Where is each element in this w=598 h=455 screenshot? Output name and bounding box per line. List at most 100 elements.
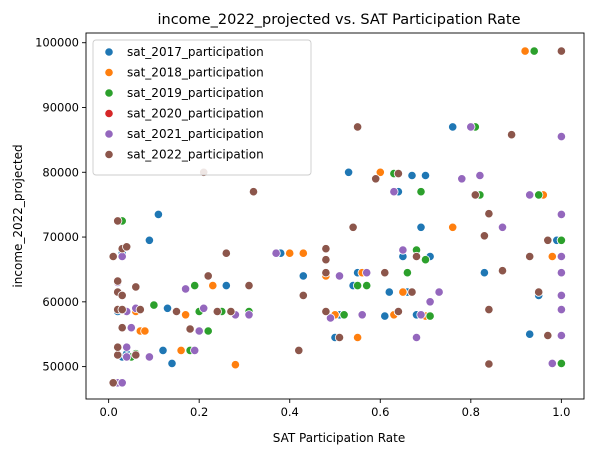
x-axis-label: SAT Participation Rate	[273, 431, 406, 445]
legend: sat_2017_participation sat_2018_participa…	[92, 39, 312, 176]
point-sat_2022_participation-23	[244, 280, 254, 291]
point-sat_2018_participation-7	[181, 310, 191, 320]
point-sat_2022_participation-48	[534, 287, 544, 297]
point-sat_2017_participation-28	[407, 170, 417, 181]
legend-marker-sat_2019_participation	[104, 88, 114, 98]
point-sat_2022_participation-0	[108, 378, 118, 388]
point-sat_2021_participation-8	[117, 251, 127, 262]
point-sat_2021_participation-40	[556, 132, 567, 142]
point-sat_2018_participation-15	[352, 332, 363, 343]
point-sat_2021_participation-2	[122, 352, 132, 362]
point-sat_2017_participation-5	[158, 345, 168, 355]
point-sat_2018_participation-25	[547, 251, 557, 262]
point-sat_2021_participation-23	[398, 245, 408, 255]
point-sat_2022_participation-49	[543, 330, 553, 341]
point-sat_2022_participation-40	[470, 190, 480, 200]
point-sat_2021_participation-33	[547, 358, 557, 368]
point-sat_2018_participation-11	[298, 248, 308, 258]
point-sat_2018_participation-10	[285, 248, 295, 258]
point-sat_2022_participation-42	[484, 209, 494, 219]
chart-title: income_2022_projected vs. SAT Participat…	[157, 12, 520, 28]
point-sat_2021_participation-12	[190, 345, 200, 355]
point-sat_2022_participation-3	[113, 342, 123, 352]
legend-label-sat_2017_participation: sat_2017_participation	[127, 45, 264, 59]
point-sat_2021_participation-28	[457, 174, 467, 184]
y-axis-ticks: 50000 60000 70000 80000 90000 100000	[35, 36, 86, 374]
point-sat_2017_participation-24	[384, 287, 394, 297]
point-sat_2022_participation-34	[371, 174, 381, 184]
y-tick-label: 90000	[42, 100, 79, 114]
point-sat_2018_participation-20	[398, 287, 408, 297]
point-sat_2019_participation-3	[149, 300, 159, 310]
point-sat_2019_participation-12	[362, 280, 372, 291]
point-sat_2021_participation-26	[425, 297, 435, 307]
point-sat_2022_participation-11	[113, 216, 123, 226]
point-sat_2019_participation-4	[190, 280, 200, 291]
point-sat_2019_participation-14	[402, 268, 412, 278]
point-sat_2022_participation-30	[321, 244, 331, 254]
point-sat_2021_participation-21	[362, 268, 372, 278]
point-sat_2022_participation-2	[113, 350, 123, 360]
point-sat_2021_participation-22	[389, 187, 399, 197]
point-sat_2021_participation-27	[434, 287, 444, 297]
point-sat_2022_participation-26	[298, 290, 308, 300]
point-sat_2022_participation-45	[497, 266, 508, 276]
point-sat_2018_participation-5	[140, 326, 150, 336]
point-sat_2017_participation-23	[380, 311, 390, 321]
point-sat_2019_participation-25	[556, 235, 567, 245]
point-sat_2019_participation-22	[534, 190, 544, 200]
x-tick-label: 0.4	[281, 405, 299, 419]
y-tick-label: 100000	[35, 36, 79, 50]
point-sat_2017_participation-14	[153, 209, 163, 219]
point-sat_2022_participation-21	[221, 248, 231, 258]
point-sat_2019_participation-17	[420, 255, 431, 265]
point-sat_2021_participation-31	[497, 222, 508, 232]
point-sat_2022_participation-13	[131, 350, 141, 360]
point-sat_2022_participation-32	[348, 222, 358, 232]
point-sat_2021_participation-11	[181, 284, 191, 294]
y-tick-label: 70000	[42, 230, 79, 244]
point-sat_2022_participation-47	[525, 251, 535, 262]
point-sat_2018_participation-22	[448, 222, 458, 232]
x-tick-label: 0.6	[371, 405, 389, 419]
point-sat_2017_participation-20	[343, 167, 354, 177]
point-sat_2021_participation-4	[126, 323, 136, 333]
legend-marker-sat_2020_participation	[104, 108, 114, 119]
point-sat_2021_participation-35	[556, 304, 567, 315]
point-sat_2017_participation-7	[162, 303, 173, 313]
legend-label-sat_2020_participation: sat_2020_participation	[127, 107, 264, 121]
point-sat_2017_participation-6	[167, 358, 177, 368]
point-sat_2021_participation-29	[466, 122, 476, 132]
legend-label-sat_2018_participation: sat_2018_participation	[127, 66, 264, 80]
point-sat_2022_participation-50	[543, 235, 553, 245]
legend-box	[92, 39, 312, 176]
point-sat_2022_participation-16	[171, 306, 182, 317]
point-sat_2022_participation-44	[484, 359, 494, 369]
point-sat_2021_participation-19	[334, 271, 345, 281]
point-sat_2021_participation-38	[556, 251, 567, 262]
point-sat_2021_participation-37	[556, 268, 567, 278]
point-sat_2022_participation-35	[380, 268, 390, 278]
point-sat_2021_participation-17	[271, 248, 281, 258]
point-sat_2018_participation-17	[375, 167, 385, 177]
point-sat_2021_participation-14	[199, 303, 209, 313]
point-sat_2019_participation-6	[203, 326, 213, 336]
x-tick-label: 0.0	[99, 405, 117, 419]
point-sat_2022_participation-39	[411, 251, 422, 262]
point-sat_2021_participation-3	[122, 342, 132, 352]
point-sat_2022_participation-15	[135, 304, 145, 315]
legend-label-sat_2022_participation: sat_2022_participation	[127, 148, 264, 162]
point-sat_2022_participation-33	[352, 122, 363, 132]
point-sat_2022_participation-29	[321, 255, 331, 265]
point-sat_2021_participation-16	[244, 310, 254, 320]
point-sat_2018_participation-8	[208, 280, 218, 291]
x-tick-label: 0.8	[462, 405, 480, 419]
point-sat_2021_participation-1	[117, 378, 127, 388]
point-sat_2022_participation-25	[294, 345, 304, 355]
point-sat_2022_participation-51	[556, 46, 567, 56]
legend-marker-sat_2017_participation	[104, 47, 114, 57]
point-sat_2021_participation-32	[525, 190, 535, 200]
point-sat_2018_participation-6	[176, 345, 186, 355]
point-sat_2021_participation-10	[144, 352, 154, 362]
point-sat_2021_participation-34	[556, 330, 567, 341]
